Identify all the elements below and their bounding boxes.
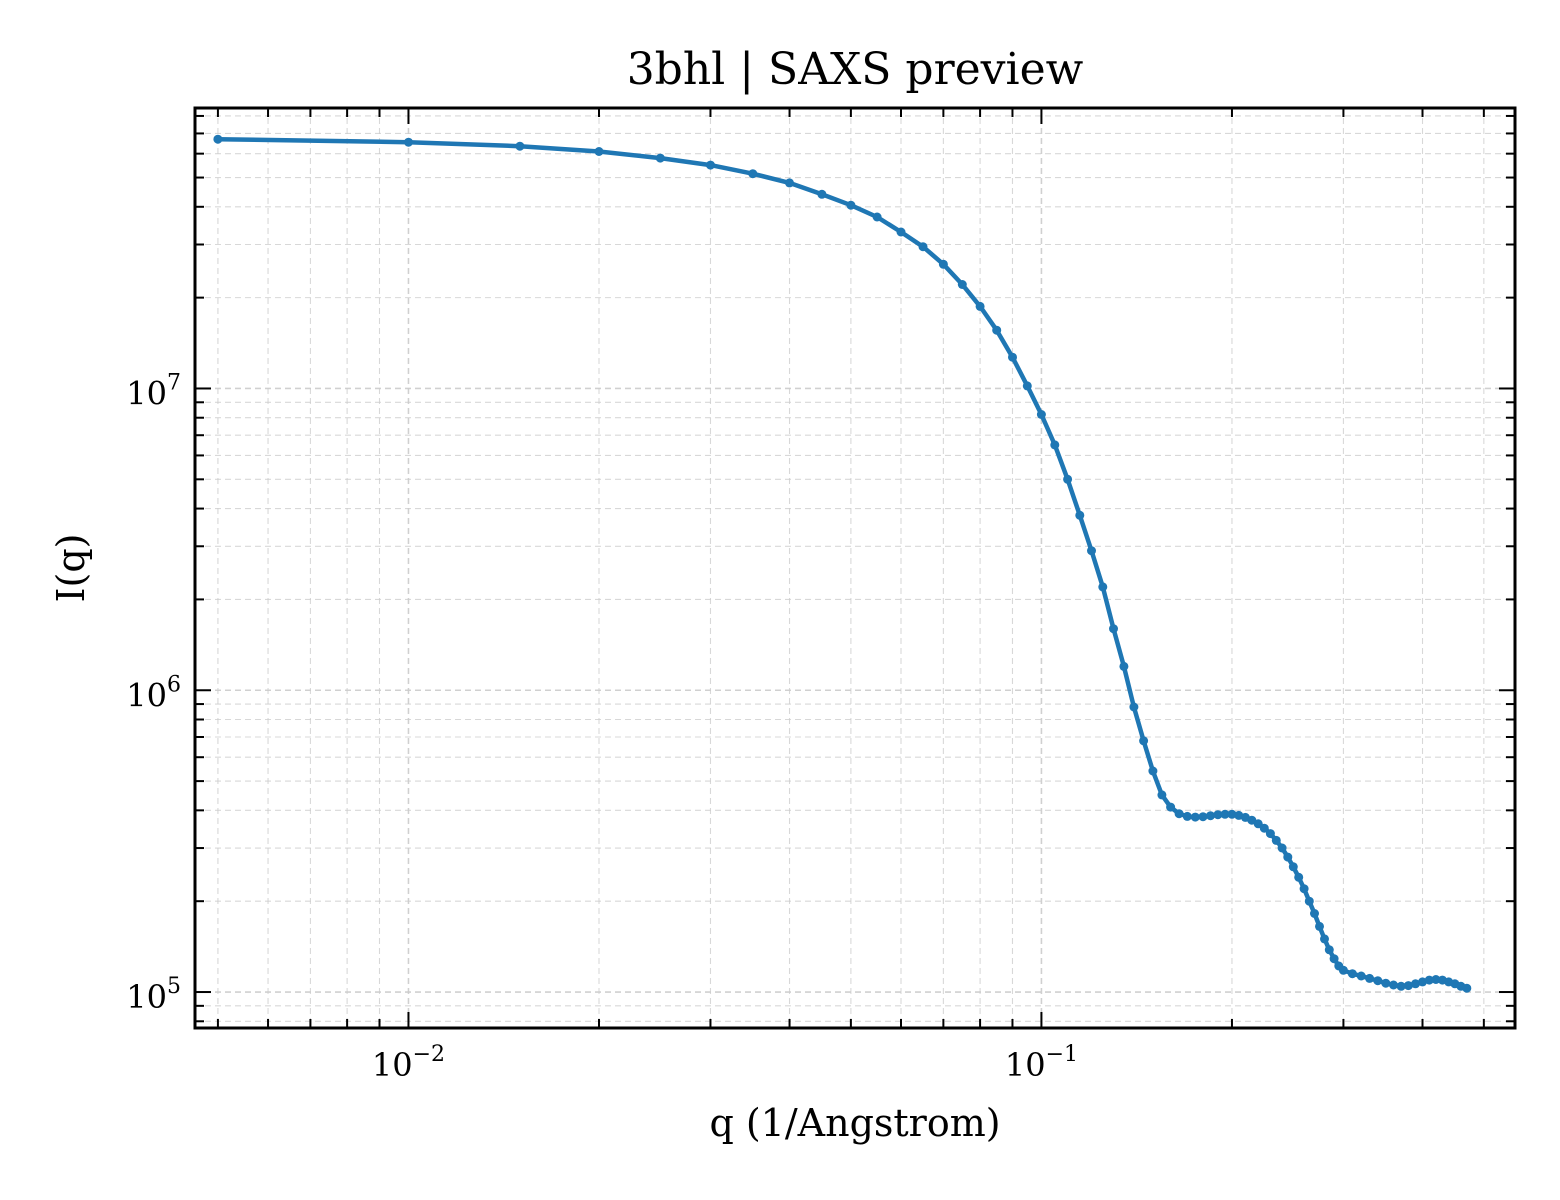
data-point: [748, 169, 758, 179]
data-point: [1320, 934, 1329, 944]
data-point: [1182, 811, 1192, 821]
data-point: [1424, 975, 1434, 985]
data-point: [918, 242, 928, 252]
data-point: [1098, 582, 1108, 592]
data-point: [1087, 546, 1096, 556]
data-point: [1389, 980, 1398, 990]
y-tick-label: 107: [126, 370, 181, 412]
y-axis-label: I(q): [49, 534, 93, 603]
data-point: [1365, 973, 1375, 983]
data-point: [1174, 809, 1184, 819]
data-point: [785, 178, 794, 188]
data-point: [1213, 810, 1223, 820]
data-point: [957, 280, 967, 289]
data-point: [1139, 736, 1149, 746]
data-point: [594, 147, 604, 156]
data-point: [938, 259, 948, 269]
data-point: [404, 137, 413, 147]
data-point: [1050, 440, 1060, 450]
tick-labels: 10−2 10−1 105 106 107: [126, 370, 1078, 1084]
data-point: [817, 189, 827, 199]
data-point: [1148, 766, 1158, 776]
data-point: [1304, 896, 1314, 906]
data-point: [1277, 843, 1287, 853]
series-line: [217, 136, 1468, 991]
grid: [195, 108, 1515, 1028]
data-point: [1338, 965, 1348, 975]
data-point: [1329, 954, 1339, 964]
series-layer: [213, 134, 1472, 993]
data-point: [1206, 811, 1215, 821]
data-point: [1418, 977, 1427, 987]
data-point: [1036, 410, 1046, 419]
data-point: [1075, 510, 1085, 520]
axis-ticks: [195, 108, 1515, 1028]
data-point: [992, 325, 1002, 335]
data-point: [1396, 981, 1406, 991]
chart-title: 3bhl | SAXS preview: [627, 44, 1084, 95]
data-point: [1157, 790, 1167, 800]
data-point: [872, 212, 882, 222]
data-point: [1288, 862, 1298, 872]
data-point: [1190, 812, 1200, 822]
data-point: [1324, 945, 1334, 955]
data-point: [1109, 624, 1118, 634]
data-point: [1347, 969, 1357, 979]
x-tick-label: 10−1: [1005, 1042, 1078, 1084]
y-tick-label: 106: [126, 672, 181, 714]
data-point: [896, 227, 906, 237]
data-point: [1431, 975, 1441, 984]
y-tick-label: 105: [126, 974, 181, 1016]
plot-frame: [193, 106, 1517, 1030]
data-point: [1265, 829, 1275, 839]
data-point: [1283, 852, 1293, 862]
data-point: [1227, 809, 1237, 819]
data-point: [706, 160, 715, 170]
data-point: [1271, 835, 1281, 845]
data-point: [846, 200, 856, 210]
data-point: [1198, 812, 1208, 822]
x-axis-label: q (1/Angstrom): [709, 1101, 1000, 1145]
data-point: [1220, 809, 1230, 819]
data-point: [1259, 823, 1269, 833]
data-point: [975, 301, 985, 311]
data-point: [1356, 971, 1366, 981]
data-point: [1373, 976, 1383, 986]
data-point: [1299, 884, 1309, 894]
data-point: [1008, 352, 1017, 362]
data-point: [1129, 702, 1139, 712]
data-point: [1315, 921, 1324, 931]
data-point: [1462, 983, 1472, 993]
data-point: [1294, 872, 1304, 882]
data-point: [1166, 802, 1176, 812]
data-point: [1310, 909, 1319, 918]
data-point: [515, 141, 525, 151]
data-point: [1403, 981, 1413, 991]
data-point: [1022, 381, 1032, 391]
data-point: [1411, 979, 1420, 989]
data-point: [213, 134, 223, 144]
data-point: [655, 153, 665, 163]
data-point: [1119, 661, 1129, 671]
data-point: [1063, 474, 1073, 484]
data-point: [1381, 978, 1391, 988]
x-tick-label: 10−2: [372, 1042, 445, 1084]
